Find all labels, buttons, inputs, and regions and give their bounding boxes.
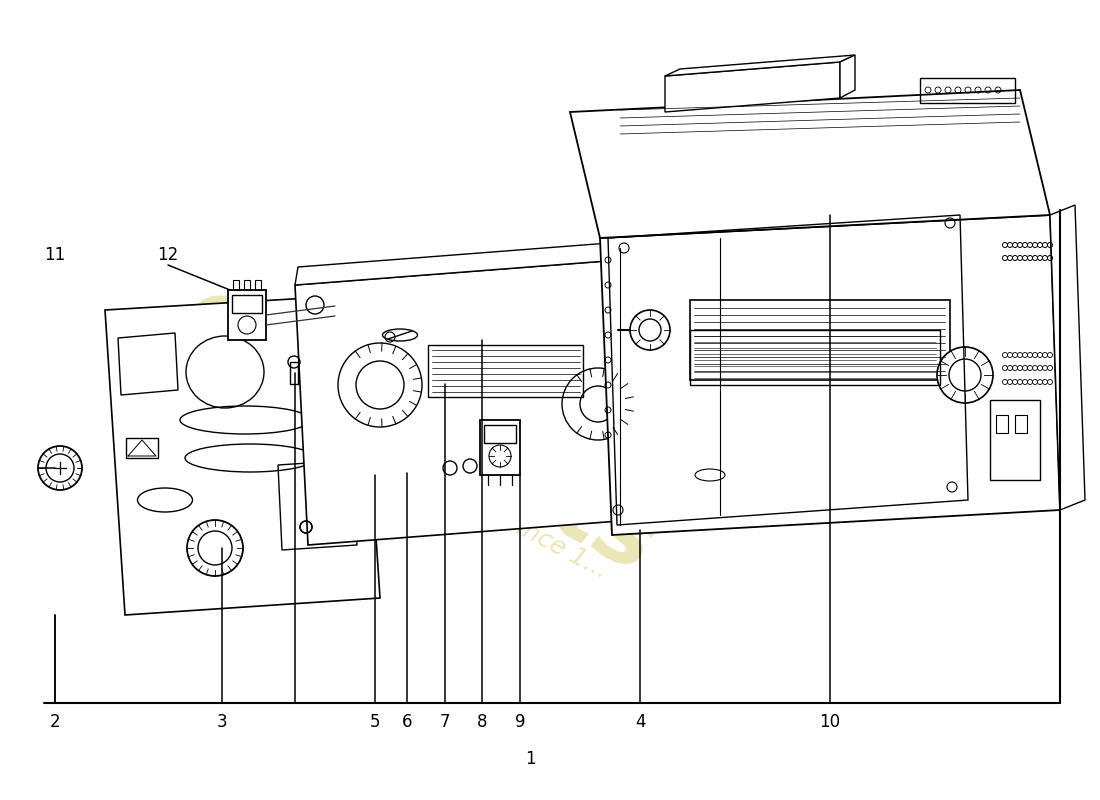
Text: 10: 10 [820, 713, 840, 731]
Polygon shape [295, 240, 648, 285]
Bar [1015, 415, 1027, 433]
Bar [233, 280, 239, 290]
Text: 6: 6 [402, 713, 412, 731]
Text: 9: 9 [515, 713, 526, 731]
Polygon shape [666, 55, 855, 76]
Bar [480, 420, 520, 475]
Polygon shape [295, 258, 658, 545]
Bar [232, 295, 262, 313]
Text: 4: 4 [635, 713, 646, 731]
Bar [126, 438, 158, 458]
Text: 1: 1 [525, 750, 536, 768]
Text: europarts: europarts [168, 266, 672, 594]
Text: 8: 8 [476, 713, 487, 731]
Bar [255, 280, 261, 290]
Bar [428, 345, 583, 397]
Circle shape [39, 446, 82, 490]
Text: a passion for parts since 1...: a passion for parts since 1... [288, 396, 612, 584]
Text: 5: 5 [370, 713, 381, 731]
Bar [996, 415, 1008, 433]
Polygon shape [1050, 205, 1085, 510]
Text: 2: 2 [50, 713, 60, 731]
Ellipse shape [383, 329, 418, 341]
Circle shape [187, 520, 243, 576]
Bar [228, 290, 266, 340]
Bar [920, 78, 1015, 103]
Polygon shape [600, 215, 1060, 535]
Bar [690, 330, 940, 385]
Text: 12: 12 [157, 246, 178, 264]
Bar [990, 400, 1040, 480]
Bar [484, 425, 516, 443]
Circle shape [937, 347, 993, 403]
Polygon shape [840, 55, 855, 98]
Polygon shape [666, 62, 840, 112]
Bar [244, 280, 250, 290]
Bar [690, 300, 950, 380]
Text: 3: 3 [217, 713, 228, 731]
Bar [290, 362, 298, 384]
Text: 11: 11 [44, 246, 66, 264]
Polygon shape [570, 90, 1050, 238]
Circle shape [630, 310, 670, 350]
Text: 7: 7 [440, 713, 450, 731]
Polygon shape [104, 295, 379, 615]
